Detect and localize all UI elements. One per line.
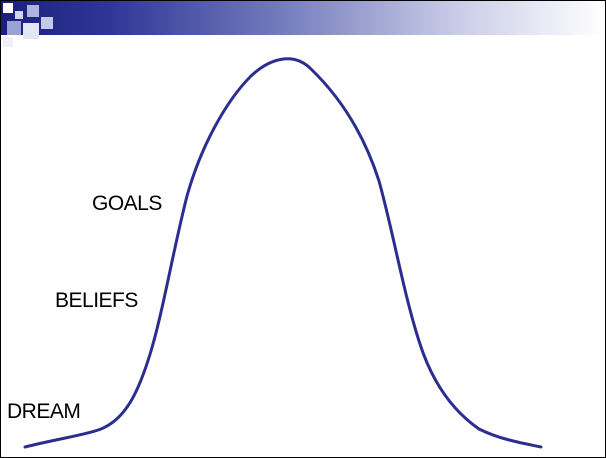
corner-squares-decoration xyxy=(1,1,61,47)
label-dream: DREAM xyxy=(7,400,81,423)
decor-square xyxy=(15,11,23,19)
decor-square xyxy=(23,23,39,39)
decor-square xyxy=(3,3,13,13)
decor-square xyxy=(7,21,21,35)
decor-square xyxy=(41,17,53,29)
decor-square xyxy=(3,37,13,47)
header-gradient-band xyxy=(1,1,605,35)
label-goals: GOALS xyxy=(92,192,162,215)
bell-curve-line xyxy=(23,57,543,449)
label-beliefs: BELIEFS xyxy=(55,289,138,312)
decor-square xyxy=(27,5,39,17)
